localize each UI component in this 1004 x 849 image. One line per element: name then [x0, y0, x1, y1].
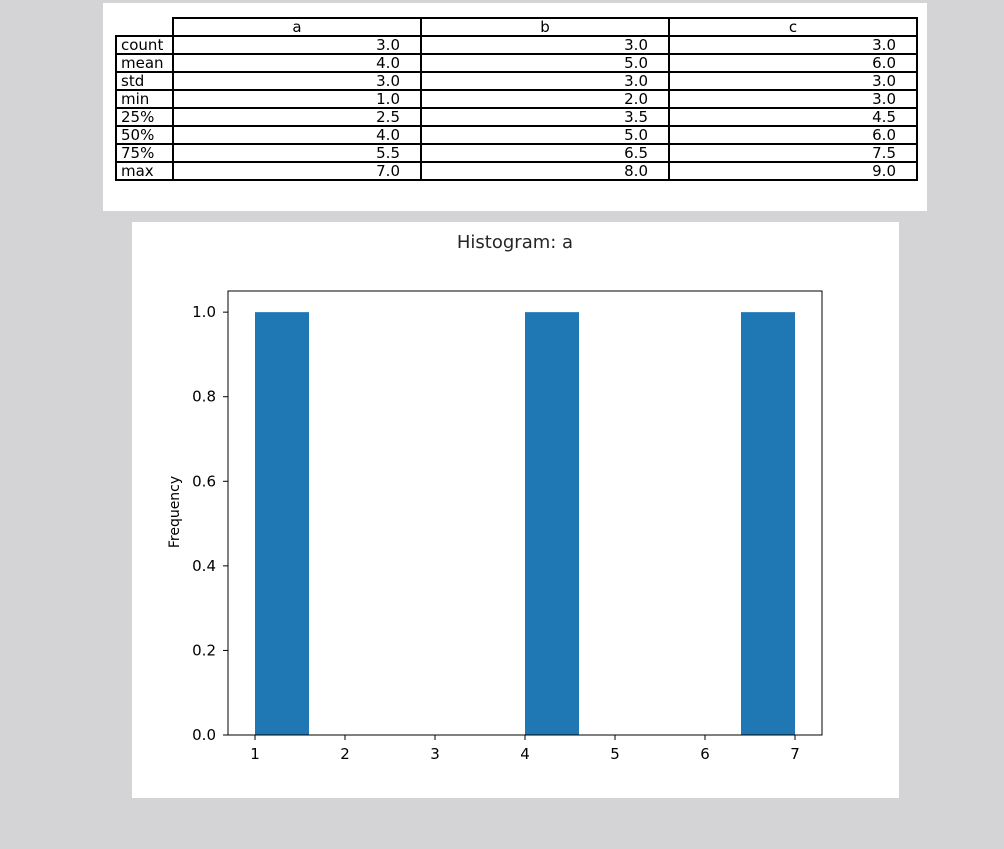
table-row: 75% 5.5 6.5 7.5	[115, 143, 918, 163]
y-tick-label: 0.2	[192, 641, 216, 659]
row-label: std	[115, 71, 174, 91]
table-cell: 6.5	[420, 143, 670, 163]
table-cell: 1.0	[172, 89, 422, 109]
x-tick-label: 5	[610, 745, 620, 763]
table-cell: 3.0	[668, 71, 918, 91]
plot-frame	[227, 290, 823, 736]
table-cell: 3.0	[668, 89, 918, 109]
table-row: max 7.0 8.0 9.0	[115, 161, 918, 181]
row-label: mean	[115, 53, 174, 73]
table-cell: 8.0	[420, 161, 670, 181]
table-cell: 3.0	[172, 71, 422, 91]
table-cell: 2.0	[420, 89, 670, 109]
describe-table: a b c count 3.0 3.0 3.0 mean 4.0 5.0 6.0 std 3.0 3…	[115, 17, 918, 181]
row-label: count	[115, 35, 174, 55]
chart-title: Histogram: a	[457, 232, 573, 253]
table-cell: 5.0	[420, 125, 670, 145]
histogram-chart: Histogram: a Frequency 1 2 3 4 5 6 7 0.0 0.2 0.4…	[132, 222, 899, 798]
x-tick-label: 7	[790, 745, 800, 763]
table-header-row: a b c	[116, 17, 918, 37]
table-cell: 6.0	[668, 53, 918, 73]
histogram-bar	[741, 312, 795, 735]
row-label: min	[115, 89, 174, 109]
table-row: min 1.0 2.0 3.0	[115, 89, 918, 109]
table-cell: 4.0	[172, 125, 422, 145]
x-tick-label: 1	[250, 745, 260, 763]
table-cell: 9.0	[668, 161, 918, 181]
y-tick-label: 0.8	[192, 388, 216, 406]
histogram-bar	[525, 312, 579, 735]
table-cell: 3.5	[420, 107, 670, 127]
table-cell: 7.0	[172, 161, 422, 181]
x-tick-label: 6	[700, 745, 710, 763]
table-row: count 3.0 3.0 3.0	[115, 35, 918, 55]
table-corner-cell	[116, 18, 174, 37]
y-tick-label: 0.0	[192, 726, 216, 744]
y-axis-label: Frequency	[167, 476, 183, 548]
describe-table-panel: a b c count 3.0 3.0 3.0 mean 4.0 5.0 6.0 std 3.0 3…	[103, 3, 927, 211]
y-tick-label: 0.6	[192, 472, 216, 490]
table-cell: 5.0	[420, 53, 670, 73]
y-tick-label: 0.4	[192, 557, 216, 575]
table-cell: 2.5	[172, 107, 422, 127]
table-cell: 7.5	[668, 143, 918, 163]
table-cell: 4.0	[172, 53, 422, 73]
table-cell: 3.0	[420, 35, 670, 55]
table-row: mean 4.0 5.0 6.0	[115, 53, 918, 73]
row-label: 50%	[115, 125, 174, 145]
table-row: 50% 4.0 5.0 6.0	[115, 125, 918, 145]
column-header: b	[420, 17, 670, 37]
table-cell: 4.5	[668, 107, 918, 127]
row-label: 75%	[115, 143, 174, 163]
histogram-bar	[255, 312, 309, 735]
table-cell: 6.0	[668, 125, 918, 145]
table-cell: 3.0	[172, 35, 422, 55]
table-cell: 3.0	[668, 35, 918, 55]
histogram-svg: Histogram: a Frequency 1 2 3 4 5 6 7 0.0 0.2 0.4…	[167, 232, 823, 763]
x-tick-label: 3	[430, 745, 440, 763]
x-tick-label: 2	[340, 745, 350, 763]
row-label: 25%	[115, 107, 174, 127]
y-tick-label: 1.0	[192, 303, 216, 321]
x-tick-label: 4	[520, 745, 530, 763]
table-row: 25% 2.5 3.5 4.5	[115, 107, 918, 127]
table-cell: 5.5	[172, 143, 422, 163]
table-cell: 3.0	[420, 71, 670, 91]
table-row: std 3.0 3.0 3.0	[115, 71, 918, 91]
row-label: max	[115, 161, 174, 181]
column-header: c	[668, 17, 918, 37]
column-header: a	[172, 17, 422, 37]
